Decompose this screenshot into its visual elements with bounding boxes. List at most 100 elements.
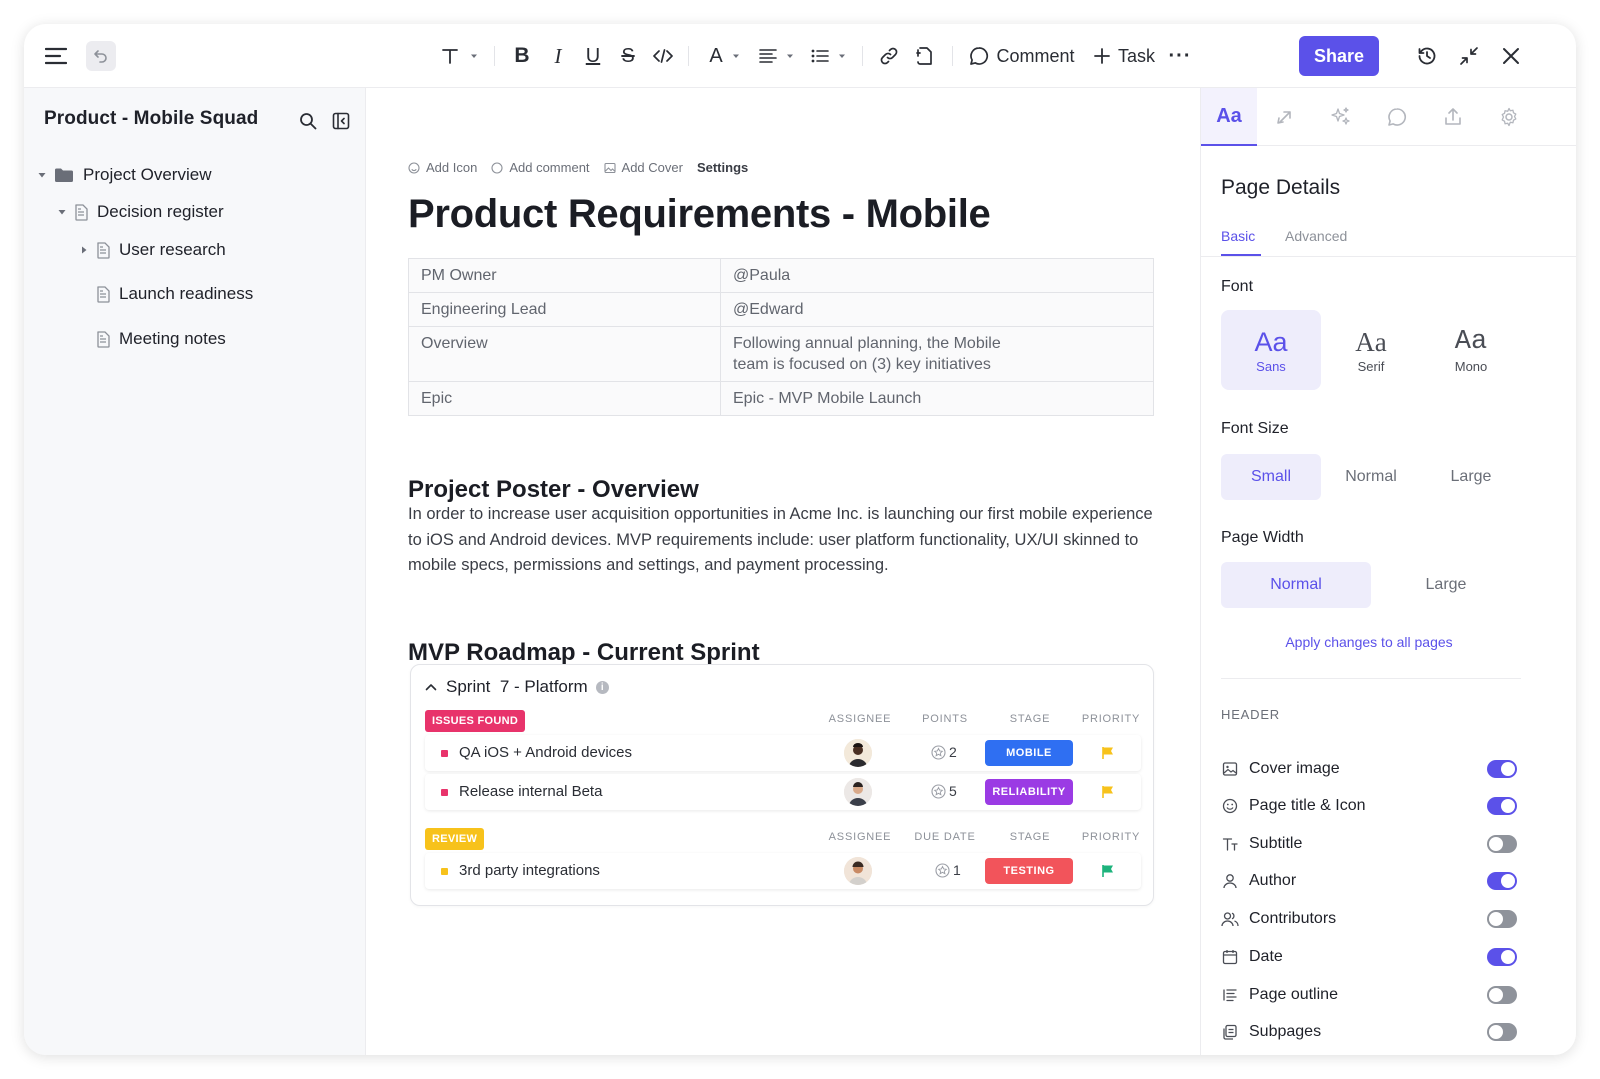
- info-icon[interactable]: i: [595, 680, 609, 694]
- font-option-sans[interactable]: Aa Sans: [1221, 310, 1321, 390]
- column-header: STAGE: [1009, 831, 1051, 843]
- embed-icon[interactable]: [912, 24, 938, 88]
- sidebar-item-project-overview[interactable]: Project Overview: [36, 162, 211, 188]
- font-size-normal[interactable]: Normal: [1345, 468, 1397, 485]
- tab-typography[interactable]: Aa: [1201, 88, 1257, 146]
- text-style-dropdown[interactable]: [438, 24, 482, 88]
- code-icon[interactable]: [650, 24, 676, 88]
- avatar[interactable]: [844, 857, 872, 885]
- priority-flag-icon[interactable]: [1101, 785, 1115, 804]
- search-icon[interactable]: [297, 110, 319, 132]
- task-button[interactable]: Task: [1092, 24, 1156, 88]
- toggle-switch[interactable]: [1487, 986, 1517, 1004]
- undo-button[interactable]: [86, 41, 116, 71]
- list-dropdown[interactable]: [808, 24, 850, 88]
- toggle-switch[interactable]: [1487, 835, 1517, 853]
- stage-badge[interactable]: MOBILE: [985, 740, 1073, 766]
- sidebar-item-meeting-notes[interactable]: Meeting notes: [78, 326, 226, 352]
- property-key: PM Owner: [408, 258, 721, 293]
- sprint-header[interactable]: Sprint 7 - Platform i: [425, 677, 609, 697]
- priority-flag-icon[interactable]: [1101, 864, 1115, 883]
- align-dropdown[interactable]: [756, 24, 798, 88]
- comment-button[interactable]: Comment: [968, 24, 1076, 88]
- settings-link[interactable]: Settings: [696, 160, 749, 175]
- toggle-switch[interactable]: [1487, 797, 1517, 815]
- group-tag-review: REVIEW: [425, 828, 485, 850]
- property-value[interactable]: Epic - MVP Mobile Launch: [720, 381, 1154, 416]
- tab-relations[interactable]: [1257, 88, 1313, 146]
- subtab-basic[interactable]: Basic: [1221, 228, 1256, 244]
- strikethrough-icon[interactable]: S: [621, 44, 635, 67]
- priority-flag-icon[interactable]: [1101, 746, 1115, 765]
- tab-export[interactable]: [1425, 88, 1481, 146]
- caret-right-icon[interactable]: [78, 245, 90, 255]
- italic-icon[interactable]: I: [554, 43, 562, 68]
- sidebar-item-user-research[interactable]: User research: [78, 237, 226, 263]
- underline-icon[interactable]: U: [585, 44, 601, 67]
- toggle-switch[interactable]: [1487, 760, 1517, 778]
- tab-ai[interactable]: [1313, 88, 1369, 146]
- comment-label: Comment: [996, 45, 1075, 66]
- collapse-icon[interactable]: [1456, 24, 1482, 88]
- font-option-serif[interactable]: Aa Serif: [1355, 326, 1387, 374]
- doc-icon: [74, 203, 88, 221]
- collapse-sidebar-icon[interactable]: [330, 110, 352, 132]
- share-button[interactable]: Share: [1299, 36, 1379, 76]
- font-size-large[interactable]: Large: [1450, 468, 1492, 485]
- sidebar-item-launch-readiness[interactable]: Launch readiness: [78, 281, 253, 307]
- smiley-icon: [408, 161, 420, 174]
- users-icon: [1221, 911, 1239, 927]
- sidebar-item-decision-register[interactable]: Decision register: [56, 199, 224, 225]
- task-row[interactable]: QA iOS + Android devices 2 MOBILE: [425, 735, 1141, 771]
- tab-comments[interactable]: [1369, 88, 1425, 146]
- bold-icon[interactable]: B: [514, 44, 530, 67]
- toggle-switch[interactable]: [1487, 872, 1517, 890]
- subtab-advanced[interactable]: Advanced: [1285, 228, 1348, 244]
- toggle-switch[interactable]: [1487, 1023, 1517, 1041]
- avatar[interactable]: [844, 778, 872, 806]
- relation-icon: [1277, 111, 1291, 124]
- stage-badge[interactable]: TESTING: [985, 858, 1073, 884]
- stage-badge[interactable]: RELIABILITY: [985, 779, 1073, 805]
- add-cover-button[interactable]: Add Cover: [603, 160, 683, 175]
- task-label: Task: [1117, 45, 1155, 66]
- page-width-normal[interactable]: Normal: [1221, 562, 1371, 608]
- font-option-mono[interactable]: Aa Mono: [1454, 326, 1488, 374]
- property-value[interactable]: Following annual planning, the Mobile te…: [720, 326, 1154, 382]
- property-value[interactable]: @Edward: [720, 292, 1154, 327]
- page-title[interactable]: Product Requirements - Mobile: [408, 192, 991, 236]
- apply-all-link[interactable]: Apply changes to all pages: [1285, 634, 1453, 650]
- task-row[interactable]: Release internal Beta 5 RELIABILITY: [425, 774, 1141, 810]
- add-comment-button[interactable]: Add comment: [491, 160, 590, 175]
- text-color-dropdown[interactable]: A: [704, 24, 746, 88]
- property-value[interactable]: @Paula: [720, 258, 1154, 293]
- menu-icon[interactable]: [42, 24, 70, 88]
- status-dot: [441, 750, 448, 757]
- close-icon[interactable]: [1498, 24, 1524, 88]
- add-icon-button[interactable]: Add Icon: [408, 160, 477, 175]
- task-row[interactable]: 3rd party integrations 1 TESTING: [425, 853, 1141, 889]
- column-header: DUE DATE: [914, 831, 976, 843]
- caret-down-icon: [471, 54, 477, 58]
- caret-down-icon[interactable]: [56, 207, 68, 217]
- sprint-title: Sprint 7 - Platform: [446, 677, 588, 696]
- subpages-icon: [1221, 1024, 1239, 1040]
- comment-icon: [491, 161, 503, 174]
- more-icon[interactable]: ···: [1168, 44, 1192, 67]
- font-size-small[interactable]: Small: [1221, 454, 1321, 500]
- points-icon: [931, 783, 946, 799]
- toggle-switch[interactable]: [1487, 910, 1517, 928]
- avatar[interactable]: [844, 739, 872, 767]
- page-width-large[interactable]: Large: [1425, 576, 1467, 593]
- table-row: Overview Following annual planning, the …: [408, 326, 1154, 382]
- link-icon[interactable]: [876, 24, 902, 88]
- task-name: 3rd party integrations: [459, 862, 600, 879]
- section-heading: Project Poster - Overview: [408, 476, 699, 503]
- task-name: QA iOS + Android devices: [459, 744, 633, 761]
- history-icon[interactable]: [1414, 24, 1440, 88]
- tab-settings[interactable]: [1481, 88, 1537, 146]
- chevron-up-icon[interactable]: [425, 683, 437, 691]
- font-size-label: Font Size: [1221, 420, 1289, 437]
- toggle-switch[interactable]: [1487, 948, 1517, 966]
- caret-down-icon[interactable]: [36, 170, 48, 180]
